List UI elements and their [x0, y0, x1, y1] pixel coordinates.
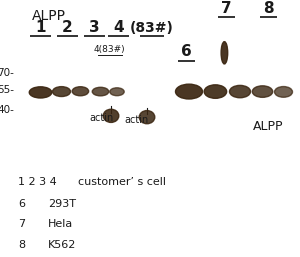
Text: 6: 6 — [18, 199, 25, 209]
Text: 1: 1 — [35, 20, 46, 35]
Text: (83#): (83#) — [130, 21, 173, 35]
Ellipse shape — [103, 109, 119, 122]
Ellipse shape — [52, 87, 70, 97]
Text: 70-: 70- — [0, 68, 14, 78]
Ellipse shape — [221, 42, 228, 64]
Text: 1 2 3 4: 1 2 3 4 — [18, 177, 57, 187]
Text: 8: 8 — [18, 240, 25, 250]
Text: 40-: 40- — [0, 105, 14, 115]
Text: ALPP: ALPP — [253, 120, 284, 133]
Ellipse shape — [139, 111, 155, 124]
Text: 2: 2 — [62, 20, 73, 35]
Text: 55-: 55- — [0, 85, 14, 95]
Text: 7: 7 — [18, 219, 25, 229]
Text: K562: K562 — [48, 240, 76, 250]
Text: 8: 8 — [263, 1, 274, 16]
Text: 6: 6 — [181, 44, 191, 59]
Text: 293T: 293T — [48, 199, 76, 209]
Text: actin: actin — [124, 115, 148, 125]
Ellipse shape — [274, 87, 292, 97]
Ellipse shape — [230, 85, 250, 98]
Ellipse shape — [176, 84, 203, 99]
Text: actin: actin — [89, 113, 113, 123]
Text: 3: 3 — [89, 20, 100, 35]
Text: 7: 7 — [221, 1, 232, 16]
Ellipse shape — [204, 85, 227, 98]
Text: 4: 4 — [113, 20, 124, 35]
Ellipse shape — [72, 87, 89, 96]
Text: ALPP: ALPP — [32, 9, 65, 23]
Text: Hela: Hela — [48, 219, 73, 229]
Ellipse shape — [110, 88, 124, 96]
Text: customer’ s cell: customer’ s cell — [78, 177, 166, 187]
Ellipse shape — [29, 87, 52, 98]
Ellipse shape — [92, 87, 109, 96]
Ellipse shape — [252, 86, 273, 97]
Text: 4(83#): 4(83#) — [94, 45, 125, 54]
